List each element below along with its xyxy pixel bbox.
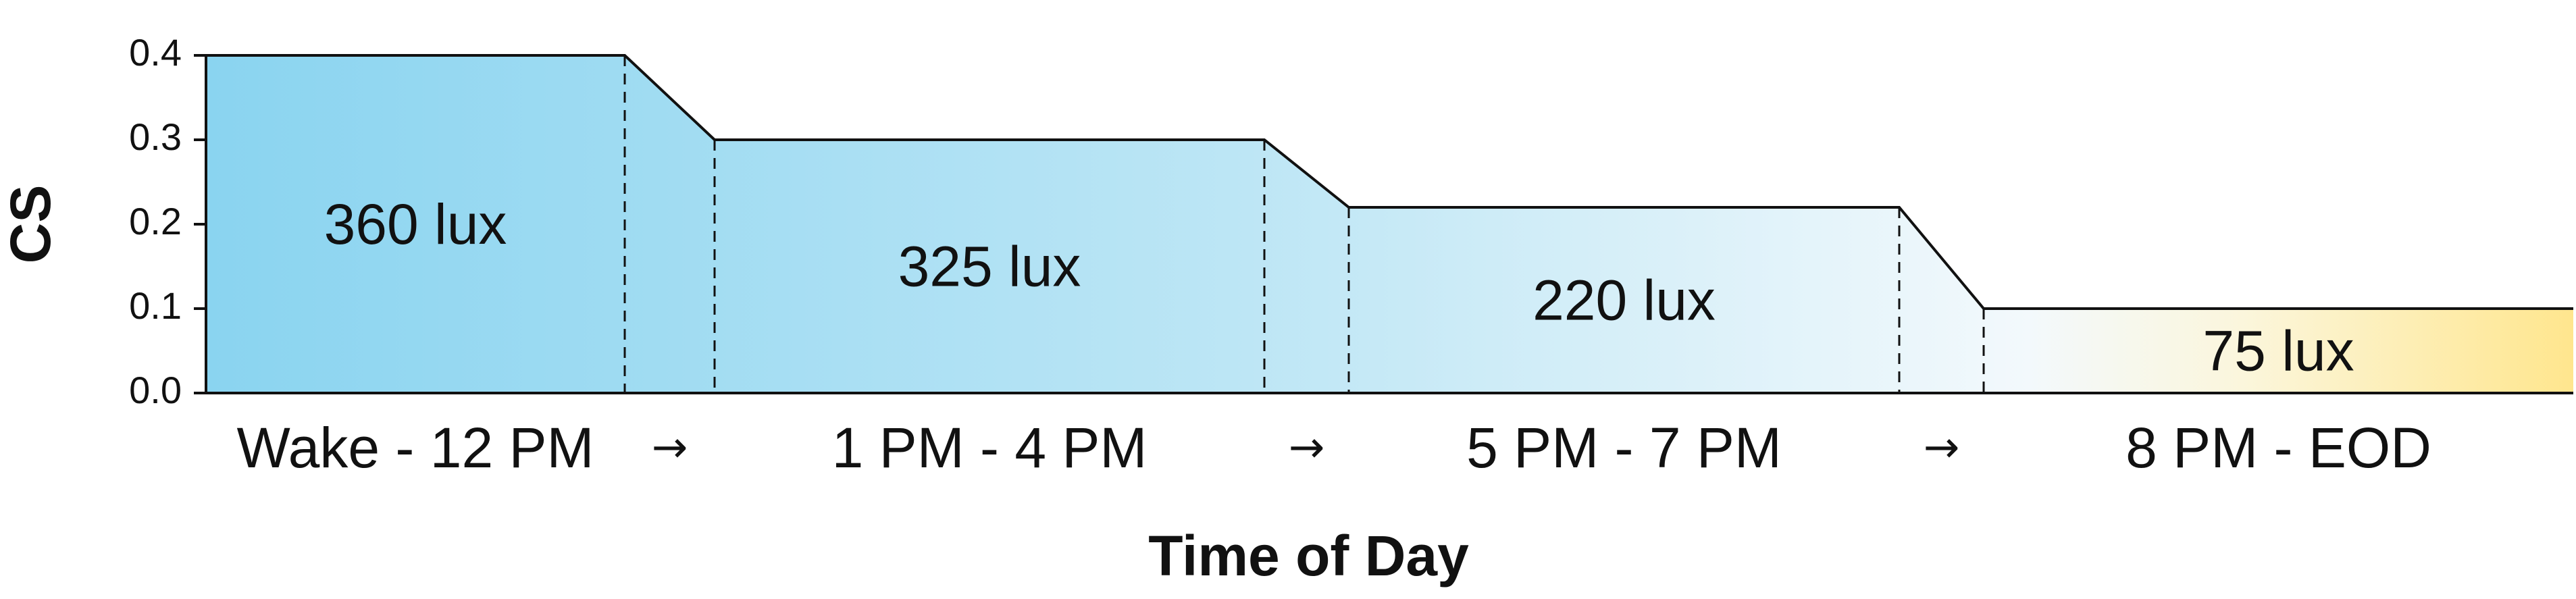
- y-axis-title: CS: [0, 185, 62, 264]
- y-tick-label: 0.4: [129, 31, 182, 74]
- lux-labels: 360 lux 325 lux 220 lux 75 lux: [324, 192, 2354, 383]
- y-tick-label: 0.0: [129, 369, 182, 411]
- y-ticks: 0.0 0.1 0.2 0.3 0.4: [129, 31, 206, 411]
- transition-arrow-icon: →: [652, 423, 688, 473]
- x-category-labels: Wake - 12 PM → 1 PM - 4 PM → 5 PM - 7 PM → 8 P…: [236, 416, 2431, 479]
- plot-area: [206, 54, 2573, 393]
- x-axis-title: Time of Day: [1148, 524, 1469, 588]
- x-category-label: 5 PM - 7 PM: [1466, 416, 1782, 479]
- transition-dividers: [623, 55, 1985, 393]
- x-category-label: 8 PM - EOD: [2126, 416, 2431, 479]
- transition-arrow-icon: →: [1289, 423, 1325, 473]
- lux-label: 325 lux: [898, 235, 1081, 298]
- y-tick-label: 0.2: [129, 200, 182, 242]
- y-tick-label: 0.3: [129, 115, 182, 158]
- y-axis: 0.0 0.1 0.2 0.3 0.4 CS: [0, 31, 207, 411]
- x-category-label: 1 PM - 4 PM: [832, 416, 1148, 479]
- x-category-label: Wake - 12 PM: [236, 416, 594, 479]
- lux-label: 360 lux: [324, 192, 507, 256]
- y-tick-label: 0.1: [129, 284, 182, 327]
- x-axis: Wake - 12 PM → 1 PM - 4 PM → 5 PM - 7 PM → 8 P…: [205, 392, 2573, 588]
- cs-profile-line: [206, 54, 2573, 310]
- transition-arrow-icon: →: [1924, 423, 1960, 473]
- lux-label: 220 lux: [1532, 269, 1716, 332]
- lux-label: 75 lux: [2203, 319, 2354, 383]
